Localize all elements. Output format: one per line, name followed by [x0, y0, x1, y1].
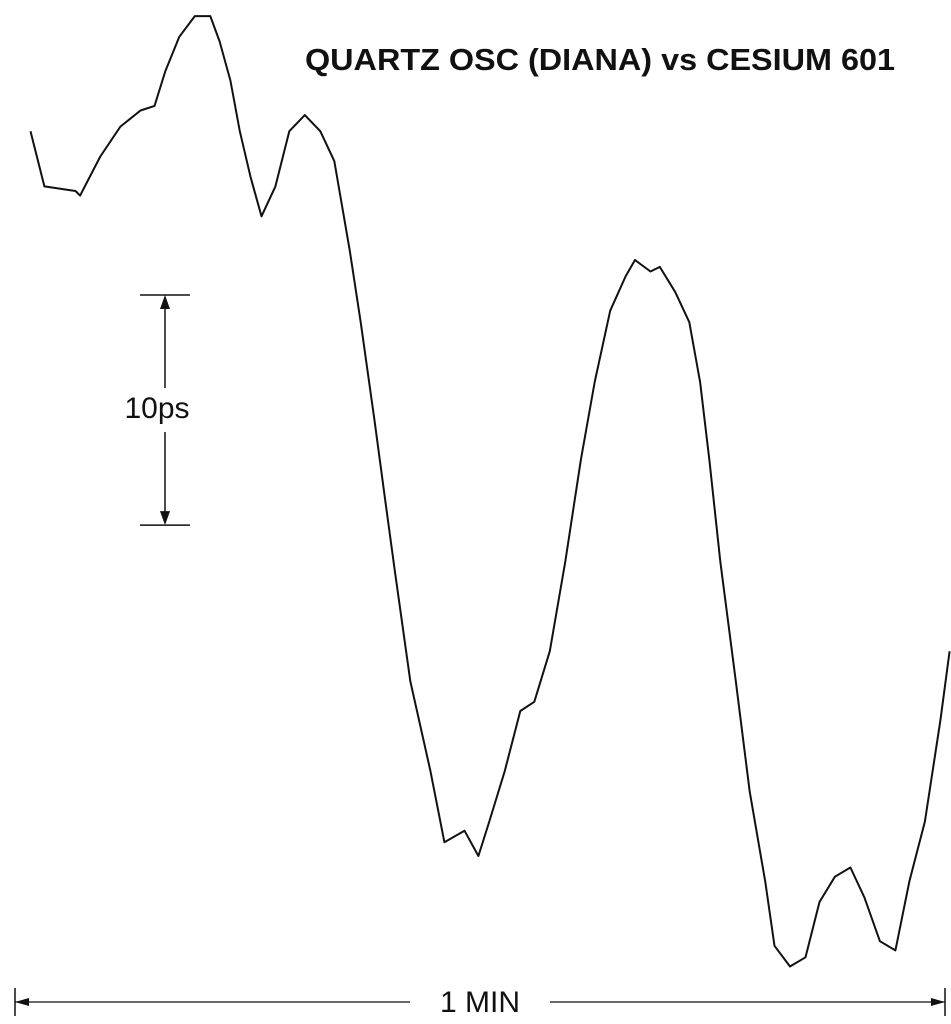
chart-title: QUARTZ OSC (DIANA) vs CESIUM 601 [305, 42, 895, 77]
arrow-head [931, 998, 945, 1006]
arrow-head [160, 295, 170, 309]
arrow-head [160, 511, 170, 526]
arrow-head [15, 998, 29, 1006]
label-bg [115, 388, 215, 433]
label-bg [410, 982, 550, 1022]
trace [29, 15, 951, 968]
scale-bar-label: 1 MIN [440, 986, 520, 1019]
scale-bar-label: 10ps [124, 392, 189, 425]
